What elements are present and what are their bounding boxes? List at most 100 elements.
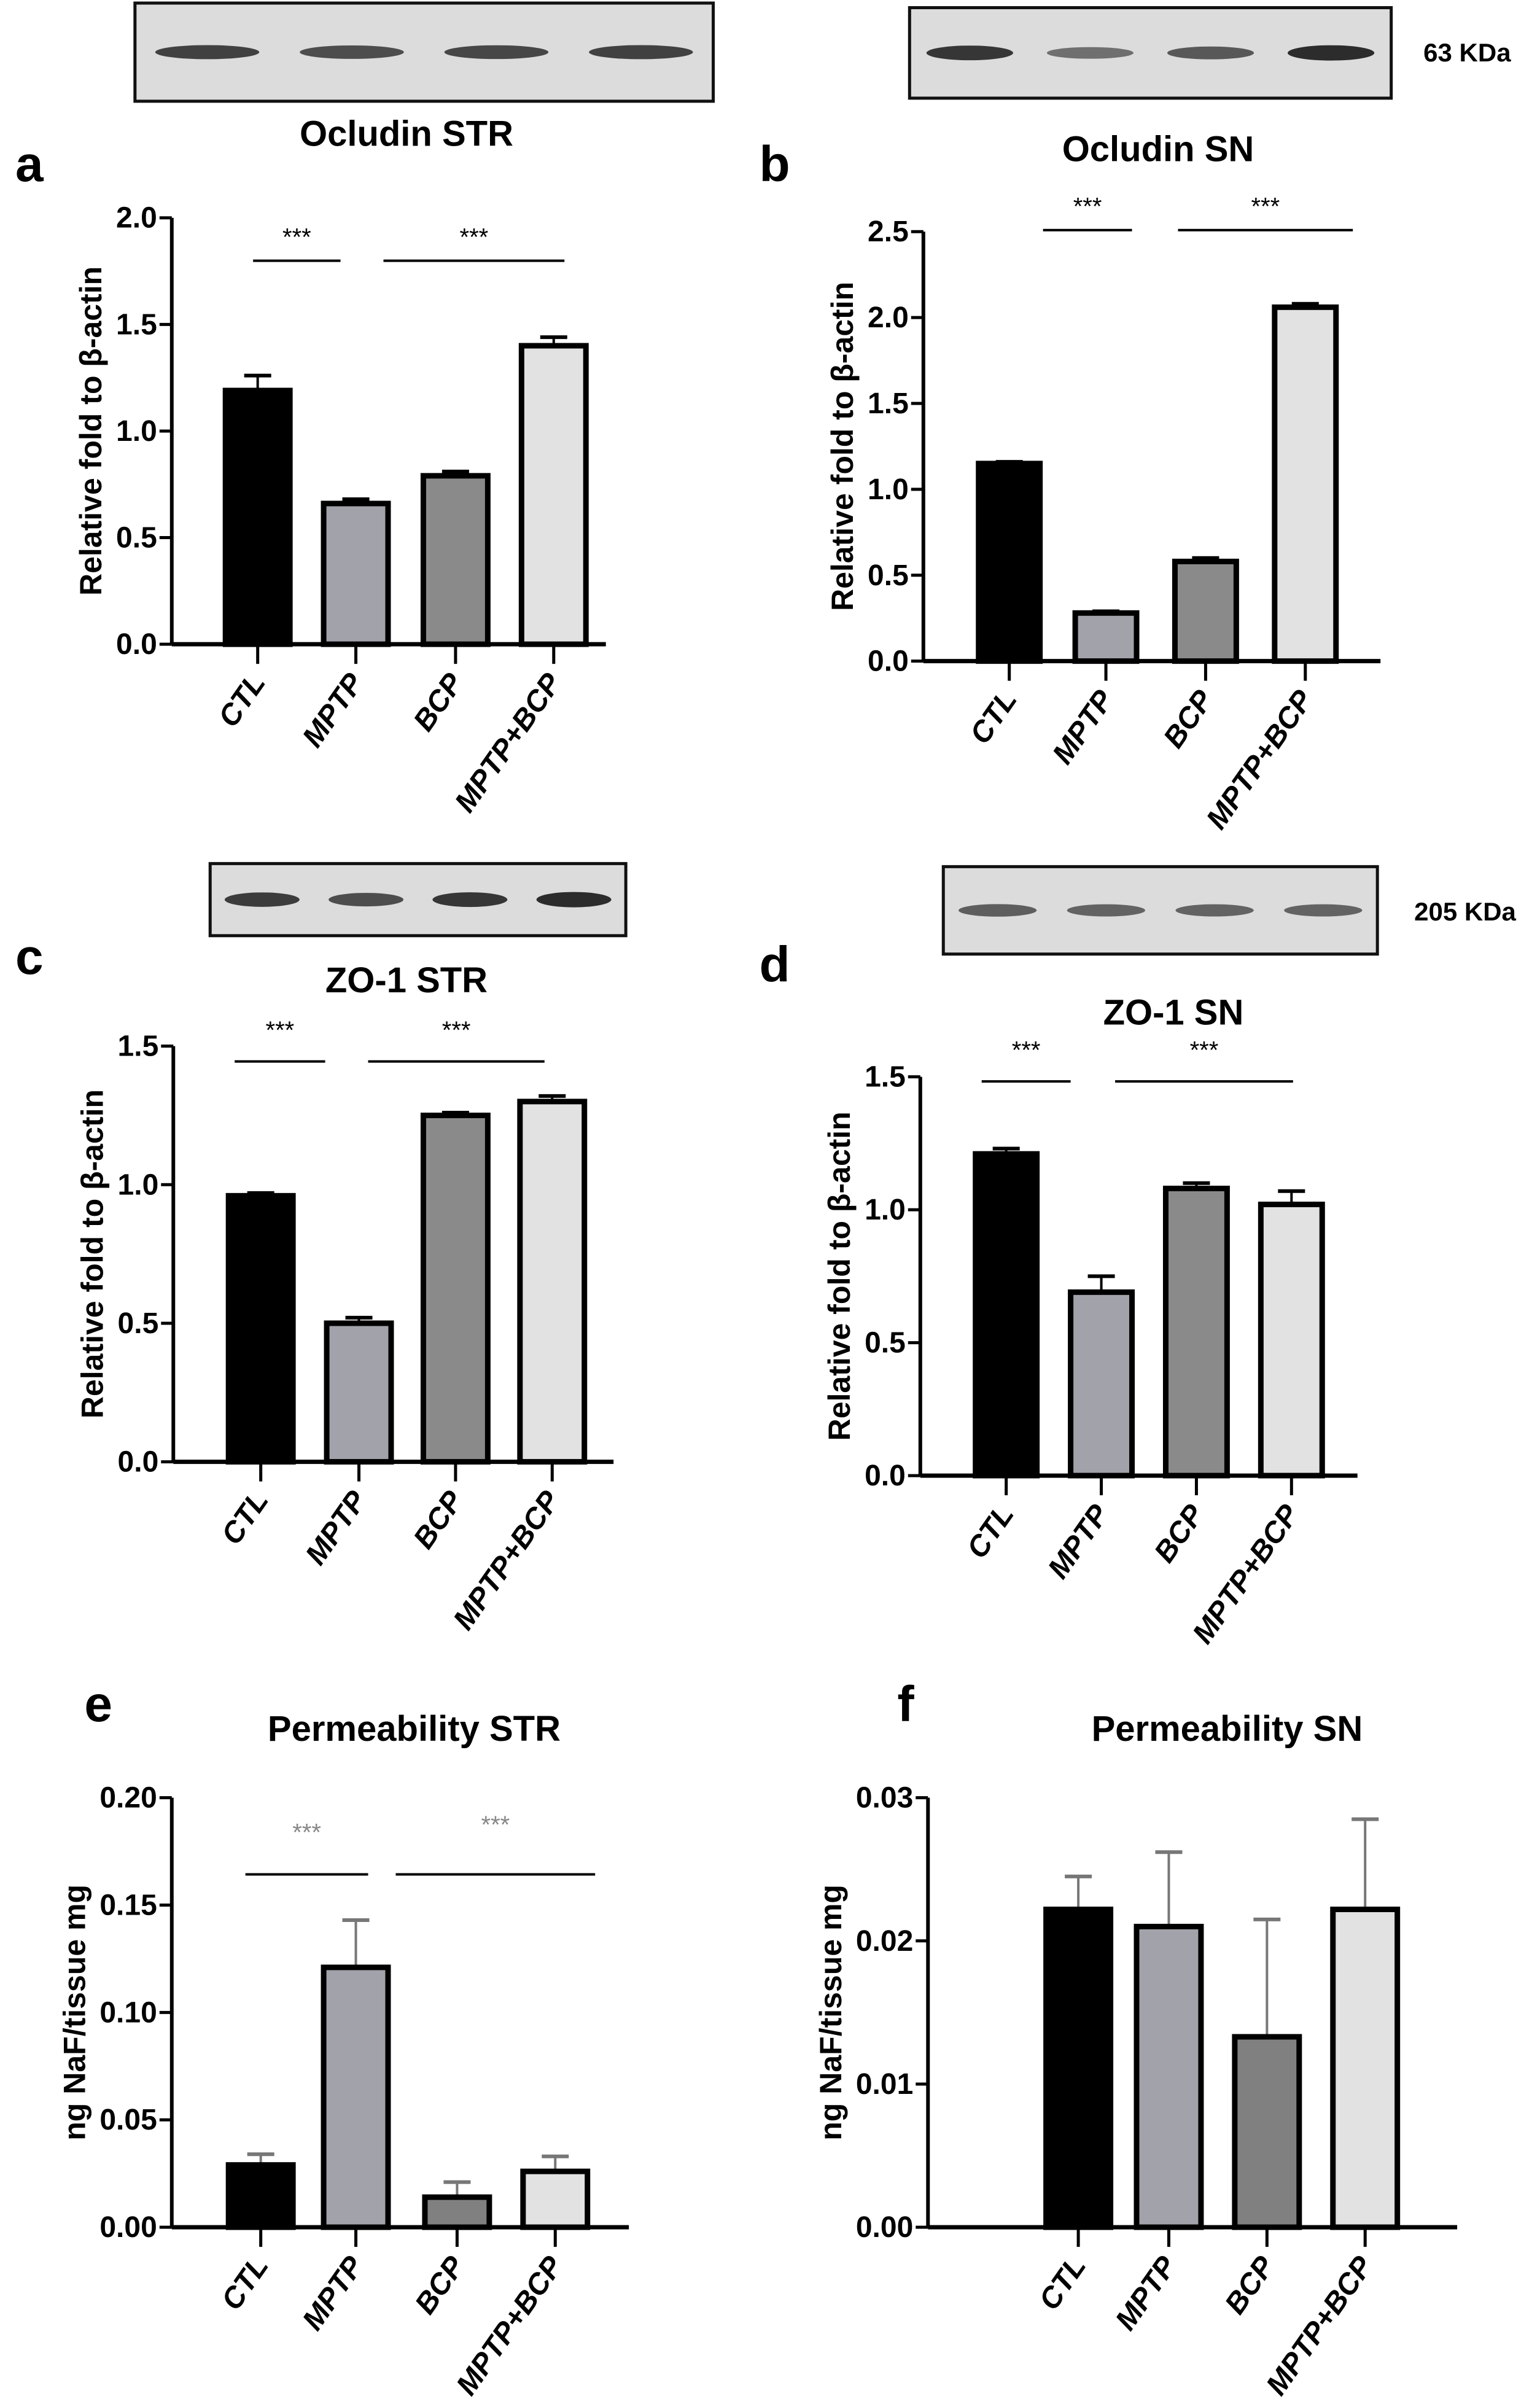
y-tick-label: 0.03 bbox=[856, 1782, 913, 1815]
bar-mptp bbox=[1134, 1923, 1204, 2230]
chart-panel-b: b Ocludin SN 63 KDa 0.0 0.5 1.0 1.5 2.0 2.5 Relat… bbox=[760, 6, 1511, 835]
x-tick-label: BCP bbox=[1219, 2250, 1281, 2320]
x-tick-label: MPTP+BCP bbox=[1200, 684, 1320, 835]
y-axis-label: ng NaF/tissue mg bbox=[814, 1885, 848, 2141]
x-tick-label: MPTP bbox=[297, 667, 370, 753]
y-tick-label: 0.0 bbox=[116, 628, 157, 661]
chart-title: ZO-1 STR bbox=[325, 960, 488, 1000]
bar-mptp+bcp bbox=[517, 1099, 588, 1465]
blot-band bbox=[959, 904, 1037, 917]
x-tick-label: MPTP bbox=[1042, 1498, 1116, 1584]
y-tick-label: 1.0 bbox=[116, 415, 157, 448]
bar-ctl bbox=[225, 2162, 296, 2230]
y-tick-label: 0.00 bbox=[856, 2211, 913, 2244]
bar-ctl bbox=[976, 461, 1043, 664]
blot-band bbox=[224, 892, 300, 907]
x-tick-label: CTL bbox=[964, 685, 1024, 750]
blot-band bbox=[444, 45, 549, 60]
y-tick-label: 0.5 bbox=[118, 1307, 159, 1340]
panel-letter: d bbox=[760, 937, 790, 993]
y-tick-label: 0.01 bbox=[856, 2068, 913, 2101]
chart-title: Permeability SN bbox=[1092, 1709, 1363, 1749]
chart-title: Permeability STR bbox=[268, 1709, 561, 1749]
chart-panel-e: e Permeability STR 0.00 0.05 0.10 0.15 0.20 ng … bbox=[57, 1676, 629, 2402]
blot-band bbox=[432, 892, 508, 908]
bar-mptp bbox=[1068, 1289, 1135, 1479]
x-tick-label: BCP bbox=[409, 2250, 472, 2320]
y-tick-label: 1.5 bbox=[868, 387, 909, 420]
bar-bcp bbox=[1172, 558, 1239, 664]
bar-mptp+bcp bbox=[1258, 1201, 1325, 1479]
y-tick-label: 1.0 bbox=[118, 1169, 159, 1201]
x-tick-label: CTL bbox=[961, 1499, 1021, 1565]
y-tick-label: 0.10 bbox=[99, 1996, 157, 2029]
bar-mptp bbox=[324, 1320, 394, 1465]
blot-band bbox=[1284, 904, 1363, 917]
bar-mptp+bcp bbox=[1330, 1907, 1401, 2230]
panel-letter: f bbox=[897, 1676, 914, 1732]
molecular-weight-label: 63 KDa bbox=[1423, 38, 1511, 67]
x-tick-label: CTL bbox=[212, 667, 272, 733]
panel-letter: a bbox=[15, 136, 44, 192]
bar-bcp bbox=[422, 2194, 492, 2230]
x-tick-label: CTL bbox=[216, 1485, 275, 1551]
chart-title: ZO-1 SN bbox=[1103, 993, 1244, 1033]
blot-band bbox=[329, 893, 404, 907]
bar-bcp bbox=[420, 1112, 491, 1465]
y-tick-label: 2.0 bbox=[116, 202, 157, 235]
bar-bcp bbox=[420, 473, 491, 647]
significance-label: *** bbox=[282, 224, 311, 251]
significance-label: *** bbox=[292, 1819, 321, 1846]
y-tick-label: 0.20 bbox=[99, 1782, 157, 1815]
molecular-weight-label: 205 KDa bbox=[1414, 897, 1516, 926]
x-tick-label: CTL bbox=[216, 2250, 275, 2316]
panel-letter: e bbox=[84, 1676, 112, 1732]
y-tick-label: 0.0 bbox=[118, 1446, 159, 1479]
bar-mptp+bcp bbox=[520, 2168, 591, 2230]
panel-letter: b bbox=[760, 136, 790, 192]
y-tick-label: 1.0 bbox=[865, 1194, 906, 1226]
y-tick-label: 0.15 bbox=[99, 1889, 157, 1922]
significance-label: *** bbox=[1251, 193, 1280, 220]
bar-mptp bbox=[1072, 610, 1140, 664]
significance-label: *** bbox=[266, 1017, 295, 1044]
y-axis-label: Relative fold to β-actin bbox=[825, 282, 860, 611]
x-tick-label: BCP bbox=[1157, 684, 1220, 754]
blot-band bbox=[926, 45, 1013, 61]
significance-label: *** bbox=[442, 1017, 471, 1044]
blot-band bbox=[1167, 46, 1254, 60]
x-tick-label: CTL bbox=[1033, 2250, 1092, 2316]
bar-mptp+bcp bbox=[1272, 304, 1339, 664]
blot-band bbox=[1046, 47, 1134, 59]
x-tick-label: MPTP bbox=[297, 2250, 370, 2336]
y-tick-label: 0.0 bbox=[865, 1460, 906, 1492]
bar-ctl bbox=[1043, 1907, 1114, 2230]
bar-ctl bbox=[222, 387, 293, 647]
bar-mptp bbox=[321, 1964, 391, 2230]
y-tick-label: 0.02 bbox=[856, 1925, 913, 1958]
x-tick-label: MPTP bbox=[1110, 2250, 1183, 2336]
y-tick-label: 0.00 bbox=[99, 2211, 157, 2244]
x-tick-label: MPTP bbox=[300, 1485, 373, 1571]
blot-band bbox=[589, 45, 693, 60]
y-tick-label: 2.5 bbox=[868, 216, 909, 248]
y-tick-label: 0.0 bbox=[868, 645, 909, 678]
chart-title: Ocludin SN bbox=[1062, 129, 1254, 169]
panel-letter: c bbox=[15, 929, 44, 985]
significance-label: *** bbox=[460, 224, 489, 251]
y-tick-label: 0.5 bbox=[116, 522, 157, 554]
blot-band bbox=[300, 45, 404, 59]
y-tick-label: 1.5 bbox=[118, 1030, 159, 1063]
x-tick-label: MPTP bbox=[1046, 684, 1120, 770]
x-tick-label: BCP bbox=[407, 1485, 470, 1555]
y-axis-label: Relative fold to β-actin bbox=[822, 1111, 857, 1441]
blot-band bbox=[1067, 904, 1145, 917]
blot-band bbox=[1175, 904, 1254, 917]
bar-ctl bbox=[225, 1192, 296, 1465]
y-tick-label: 0.05 bbox=[99, 2104, 157, 2136]
bar-ctl bbox=[973, 1151, 1040, 1479]
blot-band bbox=[536, 892, 612, 908]
